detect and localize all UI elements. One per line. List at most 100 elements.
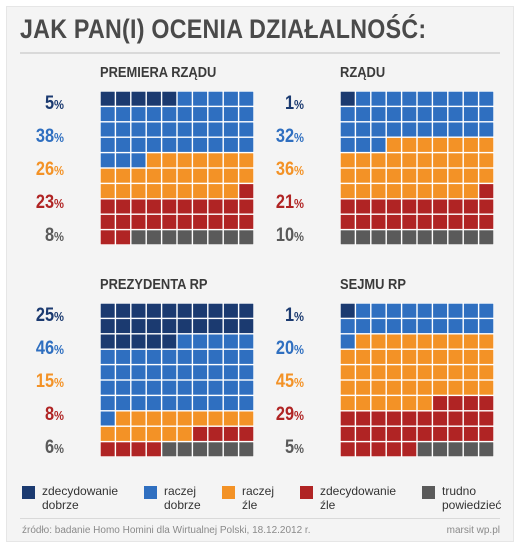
waffle-cell: [239, 122, 254, 137]
waffle-cell: [433, 184, 448, 199]
waffle-cell: [146, 396, 161, 411]
waffle-cell: [208, 426, 223, 441]
waffle-svg: [340, 91, 494, 245]
waffle-cell: [100, 411, 115, 426]
waffle-cell: [386, 396, 401, 411]
waffle-cell: [448, 426, 463, 441]
waffle-chart: PREZYDENTA RP 25% 46% 15% 8% 6%: [20, 276, 260, 466]
waffle-cell: [417, 380, 432, 395]
waffle-cell: [239, 411, 254, 426]
legend-swatch: [300, 486, 313, 499]
percent-label: 36%: [266, 160, 304, 180]
waffle-cell: [340, 380, 355, 395]
waffle-cell: [417, 199, 432, 214]
percent-value: 29: [275, 404, 295, 425]
waffle-cell: [100, 184, 115, 199]
waffle-cell: [146, 107, 161, 122]
waffle-cell: [208, 396, 223, 411]
waffle-cell: [479, 426, 494, 441]
waffle-cell: [448, 153, 463, 168]
percent-value: 23: [35, 192, 55, 213]
waffle-cell: [239, 137, 254, 152]
waffle-cell: [131, 319, 146, 334]
waffle-cell: [417, 168, 432, 183]
waffle-cell: [131, 199, 146, 214]
waffle-cell: [340, 107, 355, 122]
waffle-cell: [371, 319, 386, 334]
percent-value: 26: [35, 159, 55, 180]
waffle-cell: [479, 214, 494, 229]
waffle-cell: [402, 365, 417, 380]
waffle-cell: [371, 365, 386, 380]
waffle-cell: [162, 199, 177, 214]
waffle-cell: [100, 319, 115, 334]
waffle-cell: [131, 411, 146, 426]
waffle-grid: [340, 303, 494, 457]
percent-sign: %: [294, 97, 304, 112]
waffle-cell: [131, 396, 146, 411]
waffle-cell: [146, 411, 161, 426]
waffle-cell: [402, 396, 417, 411]
waffle-svg: [100, 303, 254, 457]
waffle-cell: [479, 365, 494, 380]
waffle-cell: [402, 411, 417, 426]
legend-label: raczej źle: [242, 484, 275, 512]
waffle-cell: [193, 199, 208, 214]
waffle-cell: [340, 168, 355, 183]
waffle-cell: [131, 168, 146, 183]
percent-value: 8: [44, 404, 55, 425]
waffle-cell: [479, 184, 494, 199]
waffle-cell: [193, 107, 208, 122]
waffle-cell: [131, 153, 146, 168]
waffle-cell: [386, 199, 401, 214]
waffle-cell: [208, 168, 223, 183]
waffle-cell: [386, 349, 401, 364]
waffle-cell: [193, 137, 208, 152]
title-divider: [20, 52, 500, 54]
percent-sign: %: [294, 408, 304, 423]
waffle-cell: [356, 184, 371, 199]
waffle-cell: [116, 396, 131, 411]
waffle-cell: [239, 199, 254, 214]
waffle-cell: [479, 91, 494, 106]
waffle-cell: [177, 230, 192, 245]
waffle-cell: [116, 91, 131, 106]
waffle-cell: [223, 319, 238, 334]
waffle-cell: [162, 380, 177, 395]
waffle-cell: [177, 396, 192, 411]
waffle-cell: [479, 153, 494, 168]
waffle-cell: [479, 199, 494, 214]
waffle-cell: [448, 334, 463, 349]
waffle-cell: [479, 411, 494, 426]
waffle-cell: [448, 365, 463, 380]
waffle-cell: [177, 303, 192, 318]
waffle-cell: [193, 411, 208, 426]
waffle-cell: [371, 411, 386, 426]
waffle-cell: [239, 426, 254, 441]
legend-label: zdecydowanie dobrze: [42, 484, 119, 512]
waffle-cell: [239, 442, 254, 457]
waffle-cell: [162, 230, 177, 245]
waffle-cell: [417, 426, 432, 441]
waffle-cell: [463, 107, 478, 122]
percent-label: 6%: [26, 438, 64, 458]
waffle-cell: [208, 230, 223, 245]
waffle-cell: [371, 199, 386, 214]
waffle-cell: [131, 91, 146, 106]
waffle-cell: [371, 122, 386, 137]
waffle-cell: [463, 349, 478, 364]
waffle-cell: [177, 168, 192, 183]
waffle-cell: [100, 137, 115, 152]
waffle-cell: [479, 349, 494, 364]
percent-label: 10%: [266, 226, 304, 246]
percent-value: 32: [275, 126, 295, 147]
percent-label: 45%: [266, 372, 304, 392]
waffle-cell: [146, 214, 161, 229]
waffle-cell: [386, 411, 401, 426]
waffle-cell: [356, 365, 371, 380]
waffle-cell: [356, 91, 371, 106]
percent-sign: %: [54, 97, 64, 112]
waffle-cell: [177, 184, 192, 199]
percent-sign: %: [54, 342, 64, 357]
waffle-cell: [208, 199, 223, 214]
